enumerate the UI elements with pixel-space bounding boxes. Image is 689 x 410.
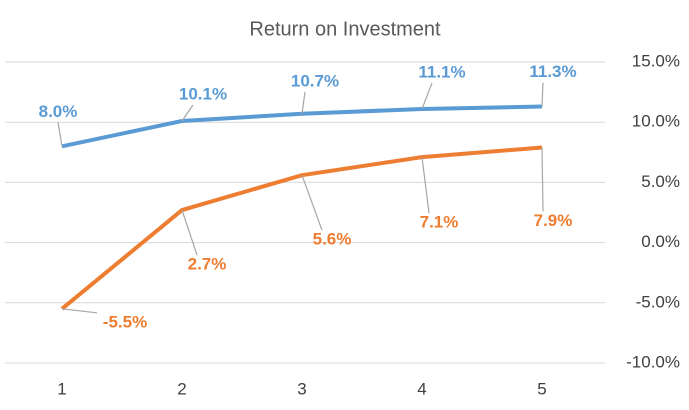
leader-line <box>181 209 198 256</box>
series-line <box>60 145 543 311</box>
leader-line <box>541 147 544 212</box>
y-tick-label: -10.0% <box>626 352 680 371</box>
leader-line <box>421 82 433 110</box>
y-tick-label: 5.0% <box>641 172 680 191</box>
data-label: 7.9% <box>534 211 573 230</box>
y-tick-label: 0.0% <box>641 232 680 251</box>
leader-line <box>181 104 194 122</box>
leader-line <box>57 122 63 147</box>
x-tick-label: 2 <box>177 379 186 398</box>
leader-line <box>301 91 306 114</box>
x-tick-label: 1 <box>57 379 66 398</box>
y-tick-label: 15.0% <box>632 51 680 70</box>
x-tick-label: 3 <box>297 379 306 398</box>
data-label: 7.1% <box>420 213 459 232</box>
chart-title: Return on Investment <box>249 18 441 40</box>
leader-line <box>61 308 98 314</box>
data-label: -5.5% <box>103 312 147 331</box>
x-tick-label: 5 <box>537 379 546 398</box>
x-tick-label: 4 <box>417 379 426 398</box>
leader-line <box>301 174 323 231</box>
data-label: 5.6% <box>313 230 352 249</box>
data-label: 8.0% <box>39 102 78 121</box>
data-label: 10.1% <box>179 84 227 103</box>
y-tick-label: 10.0% <box>632 112 680 131</box>
data-label: 11.3% <box>529 62 576 81</box>
leader-line <box>421 157 430 214</box>
data-label: 11.1% <box>418 62 465 81</box>
leader-line <box>541 82 544 107</box>
data-label: 2.7% <box>188 255 227 274</box>
y-tick-label: -5.0% <box>636 292 680 311</box>
data-label: 10.7% <box>291 71 339 90</box>
